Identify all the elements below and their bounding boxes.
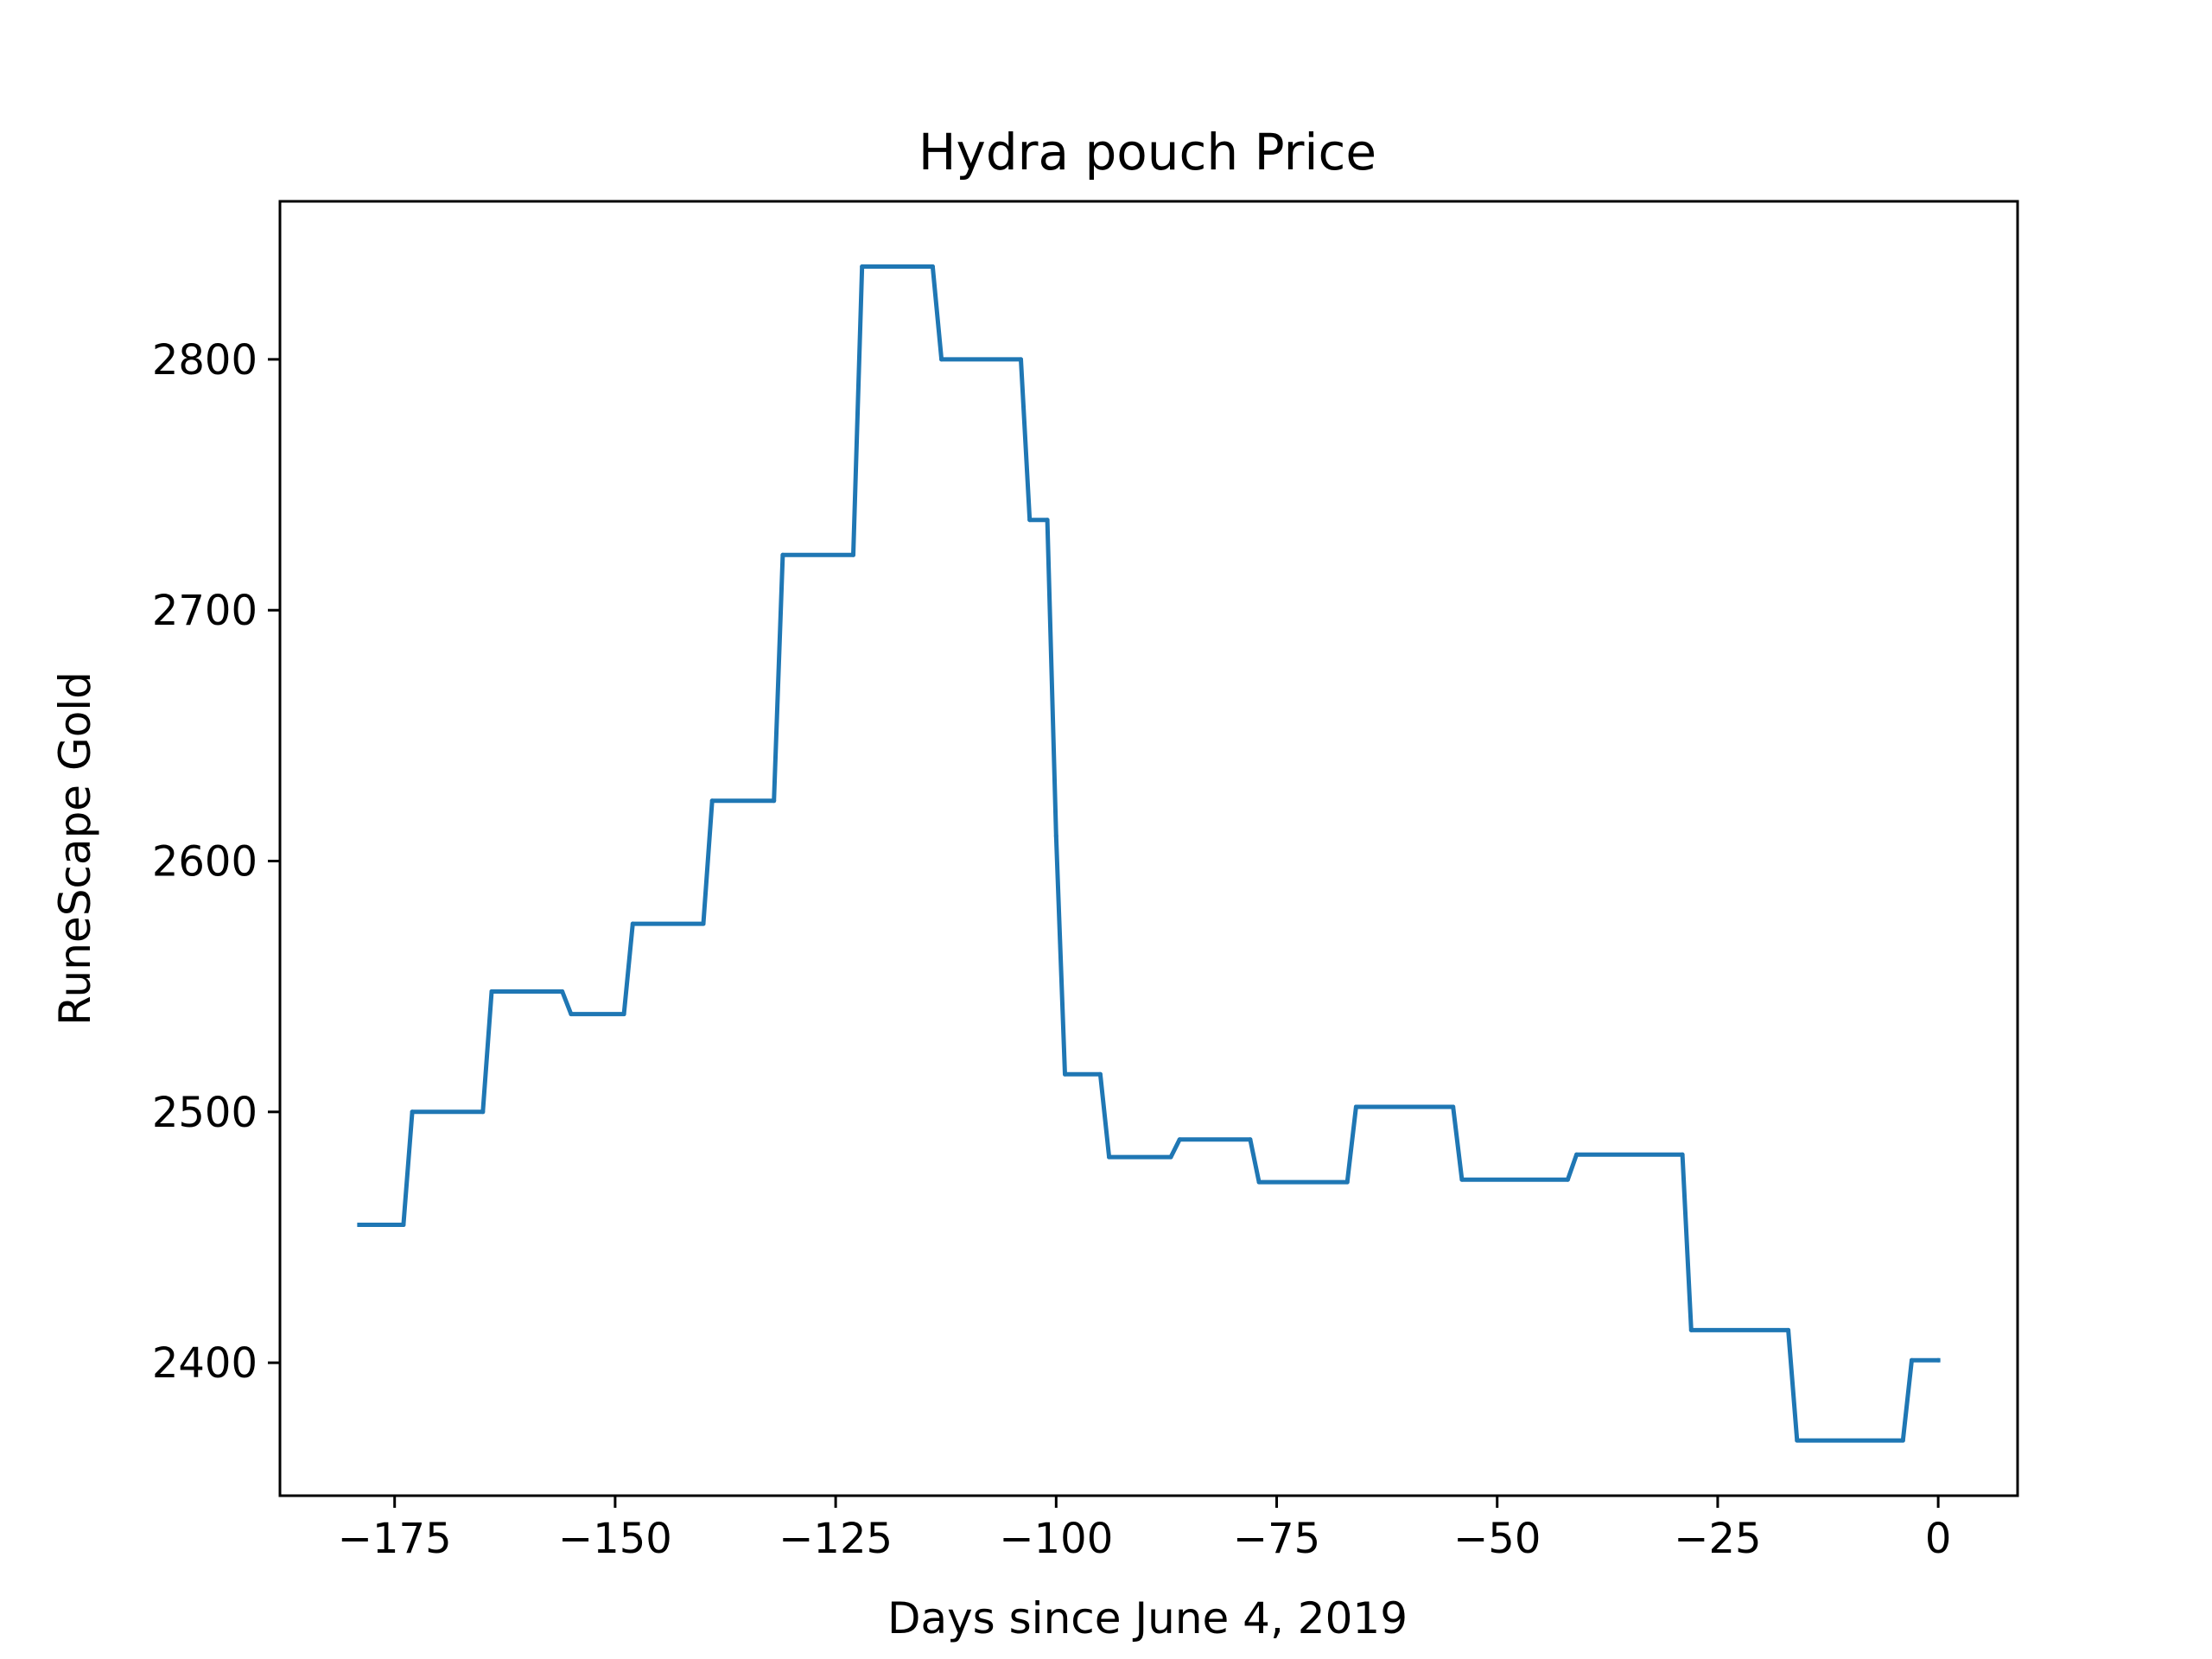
data-point [569,1012,574,1017]
data-point [410,1109,415,1115]
y-axis-ticks: 2400 2500 2600 2700 2800 [152,336,280,1388]
data-point [1045,518,1050,523]
data-point [1053,834,1058,838]
data-point [1019,357,1023,362]
x-tick-label: 0 [1925,1515,1952,1563]
data-point [1248,1137,1253,1142]
data-point [630,921,635,926]
data-point [851,552,855,557]
data-point [401,1223,406,1227]
data-point [772,798,777,804]
data-point [1936,1357,1941,1363]
x-tick-label: −75 [1233,1515,1320,1563]
data-point [1680,1152,1685,1157]
data-point [1097,1071,1103,1077]
data-point [560,989,565,994]
data-point [1027,518,1033,523]
data-point [480,1109,486,1115]
data-point [860,264,865,269]
x-tick-label: −100 [999,1515,1113,1563]
data-point [939,357,944,362]
data-point [1900,1438,1905,1443]
data-point [930,264,935,269]
data-point [1353,1104,1358,1109]
data-point [1168,1154,1173,1160]
data-point [1786,1327,1791,1332]
y-tick-label: 2700 [152,587,257,635]
x-tick-label: −175 [338,1515,452,1563]
data-point [1459,1177,1465,1182]
data-point [780,552,785,557]
x-axis-label: Days since June 4, 2019 [887,1593,1408,1643]
y-tick-label: 2400 [152,1339,257,1388]
y-tick-label: 2800 [152,336,257,385]
data-point [1688,1327,1694,1332]
y-axis-label: RuneScape Gold [50,671,100,1026]
data-point [1910,1357,1914,1363]
data-point [1574,1152,1580,1157]
price-data-points [357,264,1941,1443]
x-tick-label: −25 [1674,1515,1761,1563]
data-point [1565,1177,1570,1182]
data-point [357,1223,362,1227]
data-point [1107,1154,1112,1160]
data-point [1063,1071,1067,1077]
plot-area-frame [278,200,2019,1497]
data-point [489,989,494,994]
data-point [621,1012,626,1017]
x-tick-label: −150 [558,1515,672,1563]
data-point [701,921,706,926]
chart-title: Hydra pouch Price [918,123,1376,181]
x-axis-ticks: −175 −150 −125 −100 −75 −50 −25 0 [338,1496,1952,1563]
data-point [1344,1179,1350,1185]
data-point [709,798,715,804]
x-tick-label: −125 [779,1515,893,1563]
data-point [1795,1438,1800,1443]
y-tick-label: 2500 [152,1089,257,1137]
data-point [1451,1104,1456,1109]
data-point [1256,1179,1262,1185]
x-tick-label: −50 [1453,1515,1541,1563]
y-tick-label: 2600 [152,838,257,887]
data-point [1177,1137,1182,1142]
